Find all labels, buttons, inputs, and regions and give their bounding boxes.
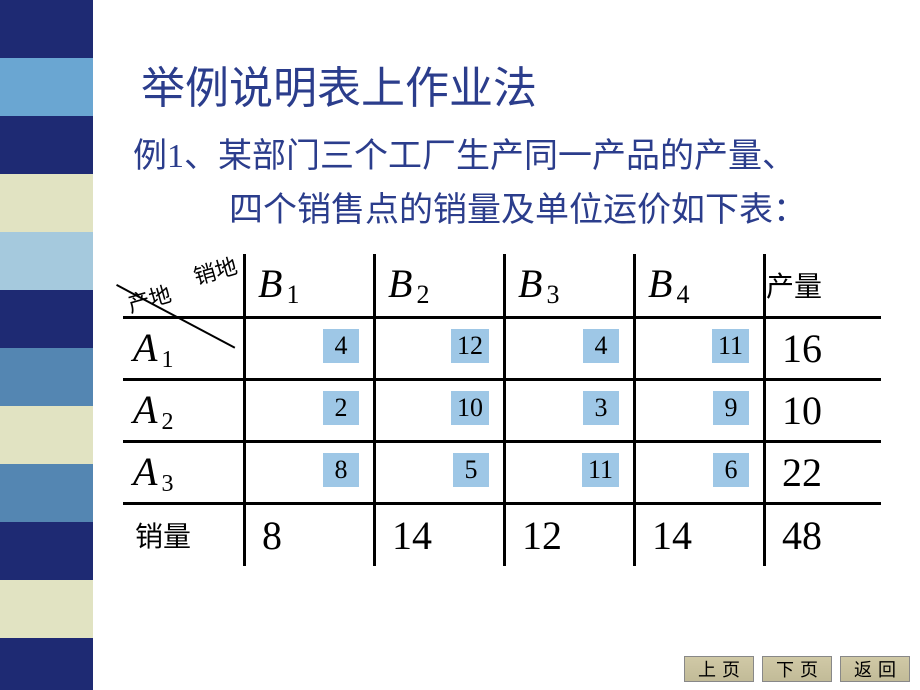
diagonal-header-cell: 销地 产地 — [123, 254, 245, 318]
row-label-a3: A3 — [123, 442, 245, 504]
cell-a3-b4: 6 — [635, 442, 765, 504]
row-label-a2: A2 — [123, 380, 245, 442]
table-row: A2 2 10 3 9 10 — [123, 380, 881, 442]
desc-line-1: 例1、某部门三个工厂生产同一产品的产量、 — [133, 130, 893, 184]
cell-a1-b4: 11 — [635, 318, 765, 380]
demand-b3: 12 — [505, 504, 635, 566]
example-description: 例1、某部门三个工厂生产同一产品的产量、 四个销售点的销量及单位运价如下表： — [133, 130, 893, 238]
demand-b2: 14 — [375, 504, 505, 566]
next-button[interactable]: 下页 — [762, 656, 832, 682]
cell-a1-b2: 12 — [375, 318, 505, 380]
total-cell: 48 — [765, 504, 881, 566]
col-header-b4: B4 — [635, 254, 765, 318]
supply-a3: 22 — [765, 442, 881, 504]
desc-line-2: 四个销售点的销量及单位运价如下表： — [133, 184, 893, 238]
demand-row: 销量 8 14 12 14 48 — [123, 504, 881, 566]
demand-b1: 8 — [245, 504, 375, 566]
cell-a1-b1: 4 — [245, 318, 375, 380]
supply-a1: 16 — [765, 318, 881, 380]
slide-title: 举例说明表上作业法 — [141, 52, 537, 116]
supply-a2: 10 — [765, 380, 881, 442]
cell-a2-b4: 9 — [635, 380, 765, 442]
col-header-b2: B2 — [375, 254, 505, 318]
cell-a2-b3: 3 — [505, 380, 635, 442]
demand-b4: 14 — [635, 504, 765, 566]
cell-a3-b3: 11 — [505, 442, 635, 504]
col-header-b1: B1 — [245, 254, 375, 318]
prev-button[interactable]: 上页 — [684, 656, 754, 682]
supply-header: 产量 — [765, 254, 881, 318]
cell-a1-b3: 4 — [505, 318, 635, 380]
col-header-b3: B3 — [505, 254, 635, 318]
cell-a3-b1: 8 — [245, 442, 375, 504]
nav-bar: 上页 下页 返回 — [680, 656, 910, 682]
back-button[interactable]: 返回 — [840, 656, 910, 682]
cell-a2-b2: 10 — [375, 380, 505, 442]
slide-content: 举例说明表上作业法 例1、某部门三个工厂生产同一产品的产量、 四个销售点的销量及… — [93, 0, 920, 690]
cell-a2-b1: 2 — [245, 380, 375, 442]
transport-table: 销地 产地 B1 B2 B3 B4 产量 A1 4 12 4 11 16 A2 … — [123, 254, 881, 566]
table-header-row: 销地 产地 B1 B2 B3 B4 产量 — [123, 254, 881, 318]
demand-label: 销量 — [123, 504, 245, 566]
row-label-a1: A1 — [123, 318, 245, 380]
table-row: A3 8 5 11 6 22 — [123, 442, 881, 504]
decorative-sidebar — [0, 0, 93, 690]
cell-a3-b2: 5 — [375, 442, 505, 504]
diag-top-label: 销地 — [189, 249, 240, 292]
table-row: A1 4 12 4 11 16 — [123, 318, 881, 380]
